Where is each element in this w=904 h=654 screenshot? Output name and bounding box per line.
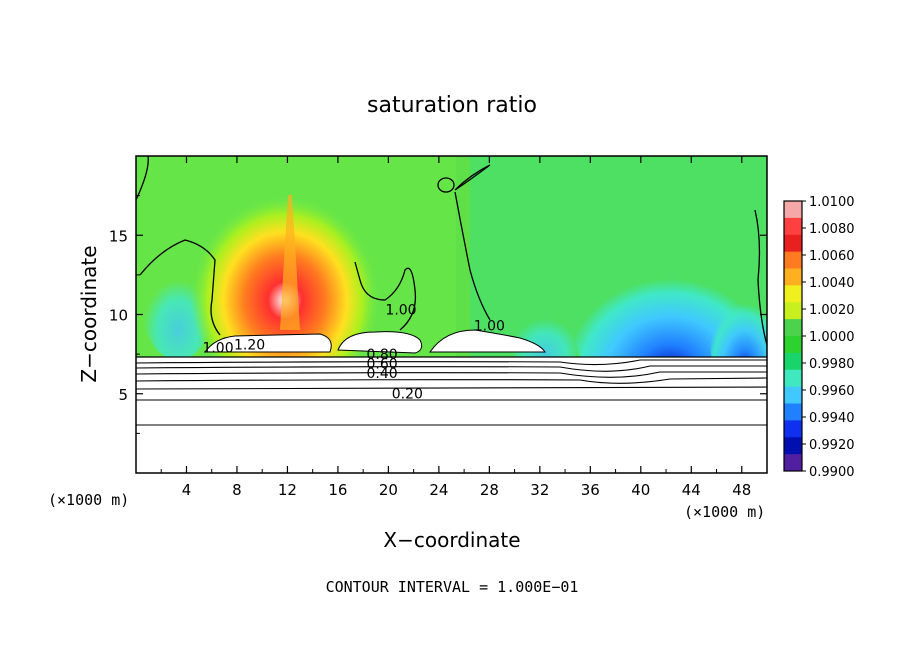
x-tick-label: 28 xyxy=(480,481,499,499)
colorbar-swatch xyxy=(784,386,802,404)
contour-label: 0.60 xyxy=(367,356,398,372)
colorbar: 1.0100 1.0080 1.0060 1.0040 1.0020 1.0000 0.99… xyxy=(783,195,855,480)
colorbar-swatch xyxy=(784,403,802,421)
y-axis: 5 10 15 xyxy=(109,195,767,434)
colorbar-swatch xyxy=(784,268,802,286)
colorbar-swatch xyxy=(784,285,802,303)
contour-label: 0.40 xyxy=(367,366,398,382)
x-tick-label: 16 xyxy=(328,481,347,499)
colorbar-label: 0.9900 xyxy=(809,465,855,480)
x-tick-label: 8 xyxy=(232,481,242,499)
contour-interval-note: CONTOUR INTERVAL = 1.000E−01 xyxy=(326,578,579,596)
colorbar-swatch xyxy=(784,319,802,337)
x-tick-label: 4 xyxy=(182,481,192,499)
x-tick-label: 48 xyxy=(732,481,751,499)
colorbar-swatch xyxy=(784,454,802,472)
contour-label: 0.80 xyxy=(367,347,398,363)
x-axis: 4 8 12 16 20 24 28 32 36 40 44 48 xyxy=(160,156,751,499)
y-tick-label: 15 xyxy=(109,227,128,245)
colorbar-swatch xyxy=(784,251,802,269)
x-tick-label: 40 xyxy=(631,481,650,499)
colorbar-label: 0.9960 xyxy=(809,384,855,399)
contour-label: 0.20 xyxy=(392,387,423,403)
y-axis-label: Z−coordinate xyxy=(77,245,101,382)
colorbar-swatch xyxy=(784,234,802,253)
x-unit-right: (×1000 m) xyxy=(684,503,765,521)
colorbar-swatch xyxy=(784,369,802,388)
colorbar-swatch xyxy=(784,336,802,354)
contour-label: 1.00 xyxy=(474,318,505,334)
colorbar-label: 1.0080 xyxy=(809,222,855,237)
colorbar-label: 1.0060 xyxy=(809,249,855,264)
colorbar-label: 0.9940 xyxy=(809,411,855,426)
x-tick-label: 44 xyxy=(682,481,701,499)
y-tick-label: 10 xyxy=(109,307,128,325)
colorbar-label: 1.0020 xyxy=(809,303,855,318)
contour-labels: 0.200.400.600.801.00 1.201.001.00 xyxy=(202,303,505,403)
chart-title: saturation ratio xyxy=(367,93,537,118)
x-tick-label: 24 xyxy=(429,481,448,499)
x-tick-label: 20 xyxy=(379,481,398,499)
x-tick-label: 32 xyxy=(530,481,549,499)
colorbar-label: 0.9980 xyxy=(809,357,855,372)
colorbar-label: 1.0000 xyxy=(809,330,855,345)
x-axis-label: X−coordinate xyxy=(383,528,520,552)
x-tick-label: 12 xyxy=(278,481,297,499)
contour-label: 1.00 xyxy=(385,303,416,319)
contour-label: 1.20 xyxy=(234,337,265,353)
colorbar-swatch xyxy=(784,437,802,455)
heatmap-field xyxy=(136,156,767,473)
colorbar-swatch xyxy=(784,217,802,236)
y-tick-label: 5 xyxy=(118,386,128,404)
x-unit-left: (×1000 m) xyxy=(48,491,129,509)
colorbar-swatch xyxy=(784,420,802,438)
colorbar-label: 1.0100 xyxy=(809,195,855,210)
contour-label: 1.00 xyxy=(202,341,233,357)
colorbar-swatch xyxy=(784,302,802,320)
colorbar-label: 1.0040 xyxy=(809,276,855,291)
colorbar-swatch xyxy=(784,352,802,371)
x-tick-label: 36 xyxy=(581,481,600,499)
colorbar-swatch xyxy=(784,201,802,219)
colorbar-label: 0.9920 xyxy=(809,438,855,453)
